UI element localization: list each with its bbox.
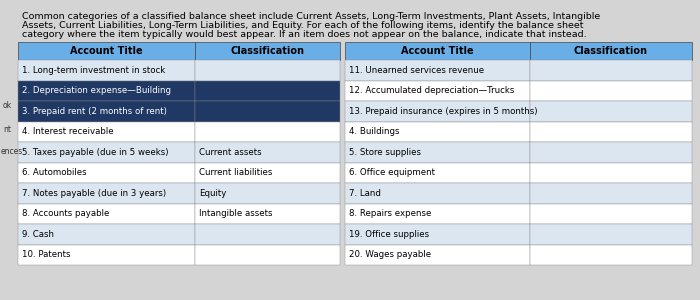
Bar (18, 142, 195, 163)
Text: 19. Office supplies: 19. Office supplies (349, 230, 429, 239)
Text: 7. Notes payable (due in 3 years): 7. Notes payable (due in 3 years) (22, 189, 166, 198)
Text: 20. Wages payable: 20. Wages payable (349, 250, 431, 259)
Text: Assets, Current Liabilities, Long-Term Liabilities, and Equity. For each of the : Assets, Current Liabilities, Long-Term L… (22, 21, 584, 30)
Text: 5. Store supplies: 5. Store supplies (349, 148, 421, 157)
Bar (345, 203, 530, 224)
Bar (530, 203, 692, 224)
Text: 3. Prepaid rent (2 months of rent): 3. Prepaid rent (2 months of rent) (22, 107, 167, 116)
Bar (18, 203, 195, 224)
Bar (345, 80, 530, 101)
Bar (195, 80, 340, 101)
Text: 10. Patents: 10. Patents (22, 250, 71, 259)
Text: Account Title: Account Title (401, 46, 474, 56)
Bar (195, 203, 340, 224)
Bar (18, 163, 195, 183)
Text: Classification: Classification (574, 46, 648, 56)
Text: Intangible assets: Intangible assets (199, 209, 272, 218)
Bar (18, 101, 195, 122)
Text: 4. Buildings: 4. Buildings (349, 127, 400, 136)
Text: 6. Automobiles: 6. Automobiles (22, 168, 87, 177)
Bar (530, 183, 692, 203)
Text: 12. Accumulated depreciation—Trucks: 12. Accumulated depreciation—Trucks (349, 86, 514, 95)
Bar (530, 101, 692, 122)
Bar (195, 42, 340, 60)
Bar (530, 122, 692, 142)
Bar (195, 142, 340, 163)
Bar (195, 101, 340, 122)
Bar (195, 183, 340, 203)
Bar (530, 60, 692, 80)
Text: Classification: Classification (230, 46, 304, 56)
Text: 13. Prepaid insurance (expires in 5 months): 13. Prepaid insurance (expires in 5 mont… (349, 107, 538, 116)
Bar (530, 80, 692, 101)
Text: 4. Interest receivable: 4. Interest receivable (22, 127, 113, 136)
Bar (530, 142, 692, 163)
Bar (345, 183, 530, 203)
Bar (345, 244, 530, 265)
Text: Current assets: Current assets (199, 148, 262, 157)
Text: Equity: Equity (199, 189, 226, 198)
Text: Account Title: Account Title (70, 46, 143, 56)
Bar (195, 163, 340, 183)
Text: Common categories of a classified balance sheet include Current Assets, Long-Ter: Common categories of a classified balanc… (22, 12, 601, 21)
Bar (195, 60, 340, 80)
Bar (18, 183, 195, 203)
Bar (530, 42, 692, 60)
Text: nt: nt (3, 125, 11, 134)
Bar (345, 42, 530, 60)
Text: ok: ok (3, 100, 12, 109)
Bar (530, 163, 692, 183)
Text: 2. Depreciation expense—Building: 2. Depreciation expense—Building (22, 86, 171, 95)
Bar (18, 42, 195, 60)
Text: category where the item typically would best appear. If an item does not appear : category where the item typically would … (22, 30, 587, 39)
Bar (530, 224, 692, 244)
Text: 8. Repairs expense: 8. Repairs expense (349, 209, 431, 218)
Bar (345, 101, 530, 122)
Bar (18, 80, 195, 101)
Bar (18, 122, 195, 142)
Text: 5. Taxes payable (due in 5 weeks): 5. Taxes payable (due in 5 weeks) (22, 148, 169, 157)
Bar (195, 244, 340, 265)
Bar (345, 163, 530, 183)
Bar (345, 224, 530, 244)
Text: 9. Cash: 9. Cash (22, 230, 54, 239)
Bar (530, 244, 692, 265)
Text: 6. Office equipment: 6. Office equipment (349, 168, 435, 177)
Bar (18, 224, 195, 244)
Text: 7. Land: 7. Land (349, 189, 381, 198)
Bar (18, 60, 195, 80)
Bar (18, 244, 195, 265)
Text: 11. Unearned services revenue: 11. Unearned services revenue (349, 66, 484, 75)
Text: ences: ences (1, 148, 23, 157)
Bar (195, 224, 340, 244)
Bar (345, 122, 530, 142)
Bar (345, 60, 530, 80)
Bar (195, 122, 340, 142)
Text: 1. Long-term investment in stock: 1. Long-term investment in stock (22, 66, 165, 75)
Bar (345, 142, 530, 163)
Text: Current liabilities: Current liabilities (199, 168, 272, 177)
Text: 8. Accounts payable: 8. Accounts payable (22, 209, 109, 218)
